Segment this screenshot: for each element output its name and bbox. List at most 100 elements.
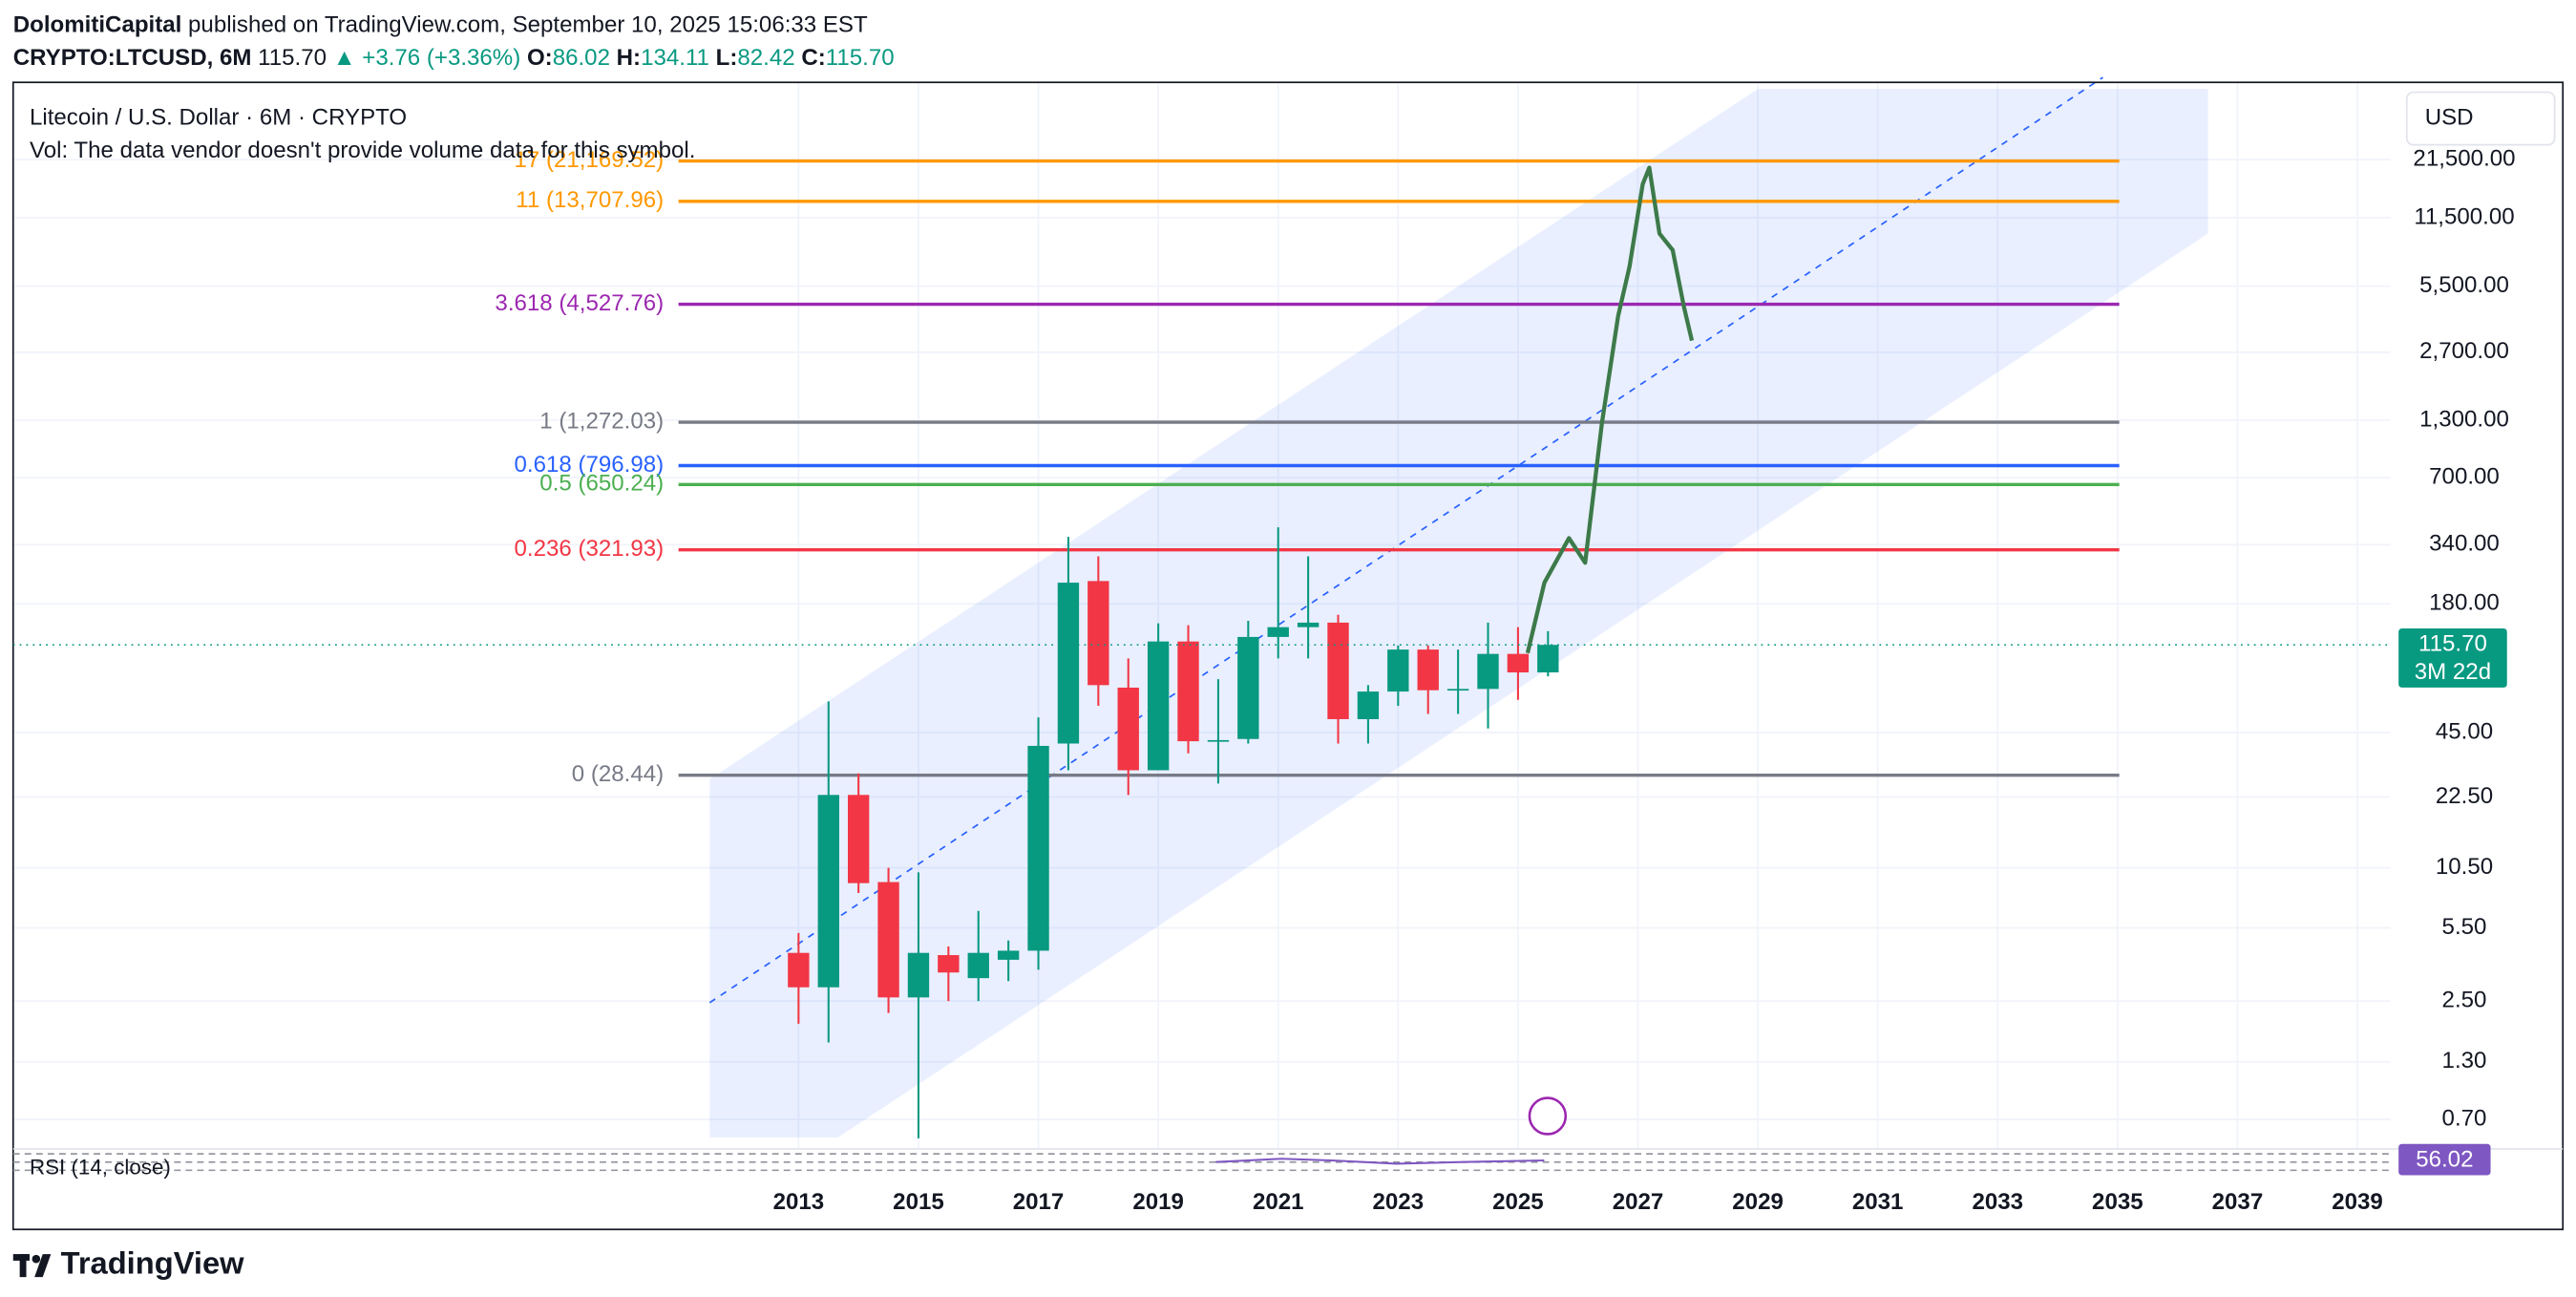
- y-tick-label: 2.50: [2442, 988, 2487, 1013]
- brand: TradingView: [61, 1245, 245, 1281]
- x-tick-label: 2033: [1972, 1189, 2023, 1215]
- candle-body: [1357, 691, 1380, 719]
- candle-body: [1327, 622, 1349, 719]
- rsi-line: [1215, 1158, 1545, 1165]
- x-tick-label: 2031: [1852, 1189, 1904, 1215]
- candle-body: [1087, 581, 1109, 686]
- candle-body: [1446, 689, 1469, 691]
- fib-levels: 17 (21,169.52) 11 (13,707.96) 3.618 (4,527…: [495, 147, 2120, 787]
- candle-body: [1237, 636, 1259, 739]
- ohlc-label: C:: [801, 46, 825, 72]
- chart-title: Litecoin / U.S. Dollar · 6M · CRYPTO: [30, 104, 407, 130]
- marks: [788, 165, 1695, 1138]
- channel-midline: [708, 76, 2103, 1004]
- ohlc-label: O:: [527, 46, 553, 72]
- candle-body: [1297, 622, 1320, 627]
- candle-body: [877, 882, 899, 998]
- fib-label: 0 (28.44): [572, 761, 664, 787]
- ohlc-label: L:: [716, 46, 738, 72]
- rsi-value: 56.02: [2416, 1146, 2473, 1172]
- candle-body: [1027, 745, 1049, 951]
- published: published on TradingView.com, September …: [188, 12, 868, 38]
- projection-line: [1525, 165, 1695, 654]
- candle-body: [817, 795, 839, 988]
- candle-body: [847, 795, 870, 883]
- symbol-line: CRYPTO:LTCUSD, 6M 115.70 ▲ +3.76 (+3.36%…: [13, 46, 895, 72]
- ohlc-value: 86.02: [553, 46, 610, 72]
- x-tick-label: 2023: [1373, 1189, 1425, 1215]
- fib-label: 17 (21,169.52): [515, 147, 665, 173]
- x-tick-label: 2035: [2092, 1189, 2143, 1215]
- brand-logo: [12, 1254, 52, 1278]
- y-tick-label: 5,500.00: [2419, 272, 2509, 298]
- y-tick-label: 1,300.00: [2419, 406, 2509, 432]
- y-tick-label: 1.30: [2442, 1048, 2487, 1074]
- candle-body: [907, 952, 930, 998]
- grid: [12, 82, 2391, 1149]
- candle-body: [788, 952, 810, 988]
- fib-label: 0.5 (650.24): [539, 471, 664, 497]
- candle-body: [938, 955, 960, 973]
- price: 115.70: [258, 46, 327, 72]
- x-tick-label: 2029: [1732, 1189, 1784, 1215]
- publish-line: DolomitiCapital published on TradingView…: [13, 12, 868, 38]
- fib-label: 3.618 (4,527.76): [495, 290, 664, 316]
- rsi-value-box: [2398, 1143, 2491, 1176]
- frame: [11, 81, 2565, 1231]
- candle-body: [1477, 653, 1499, 690]
- currency[interactable]: USD: [2425, 104, 2474, 130]
- rsi-label: RSI (14, close): [30, 1155, 171, 1179]
- ohlc-value: 82.42: [737, 46, 794, 72]
- chart-subtitle: Vol: The data vendor doesn't provide vol…: [30, 138, 695, 163]
- x-tick-label: 2017: [1013, 1189, 1065, 1215]
- x-tick-label: 2027: [1613, 1189, 1664, 1215]
- candle-body: [967, 952, 989, 979]
- fib-label: 0.236 (321.93): [515, 536, 665, 562]
- currency-button[interactable]: [2405, 91, 2556, 146]
- symbol: CRYPTO:LTCUSD, 6M: [13, 46, 252, 72]
- candle-body: [1147, 641, 1170, 771]
- candle-body: [1507, 653, 1530, 673]
- x-tick-label: 2015: [893, 1189, 944, 1215]
- y-tick-label: 0.70: [2442, 1105, 2487, 1131]
- countdown-label: 3M 22d: [2415, 659, 2491, 685]
- last-price-label: 115.70: [2418, 631, 2487, 657]
- x-tick-label: 2037: [2212, 1189, 2264, 1215]
- candle-body: [1177, 641, 1199, 742]
- fib-label: 0.618 (796.98): [515, 452, 665, 478]
- x-tick-label: 2025: [1492, 1189, 1544, 1215]
- y-tick-label: 700.00: [2429, 463, 2500, 489]
- ohlc-value: 115.70: [826, 46, 895, 72]
- y-tick-label: 340.00: [2429, 531, 2500, 557]
- indicator-icon: [1528, 1096, 1568, 1136]
- x-tick-label: 2021: [1253, 1189, 1304, 1215]
- y-tick-label: 45.00: [2436, 718, 2493, 744]
- y-tick-label: 180.00: [2429, 590, 2500, 616]
- y-tick-label: 10.50: [2436, 854, 2493, 880]
- last-price-box: [2398, 627, 2507, 688]
- candle-body: [1207, 739, 1230, 742]
- y-tick-label: 2,700.00: [2419, 338, 2509, 364]
- fib-label: 11 (13,707.96): [516, 187, 664, 213]
- y-tick-label: 21,500.00: [2413, 145, 2515, 171]
- ohlc-label: H:: [617, 46, 641, 72]
- candle-body: [997, 950, 1020, 960]
- x-tick-label: 2019: [1132, 1189, 1184, 1215]
- candle-body: [1387, 649, 1409, 692]
- ohlc-value: 134.11: [641, 46, 709, 72]
- y-tick-label: 22.50: [2436, 783, 2493, 809]
- author: DolomitiCapital: [13, 12, 182, 38]
- candle-body: [1417, 649, 1439, 691]
- candle-body: [1117, 687, 1139, 771]
- x-tick-label: 2013: [773, 1189, 825, 1215]
- change: ▲ +3.76 (+3.36%): [333, 46, 521, 72]
- candle-body: [1057, 583, 1080, 744]
- candle-body: [1267, 627, 1289, 637]
- y-tick-label: 5.50: [2442, 914, 2487, 940]
- x-tick-label: 2039: [2332, 1189, 2383, 1215]
- channel: [709, 89, 2208, 1138]
- fib-label: 1 (1,272.03): [539, 408, 664, 434]
- candle-body: [1537, 645, 1559, 673]
